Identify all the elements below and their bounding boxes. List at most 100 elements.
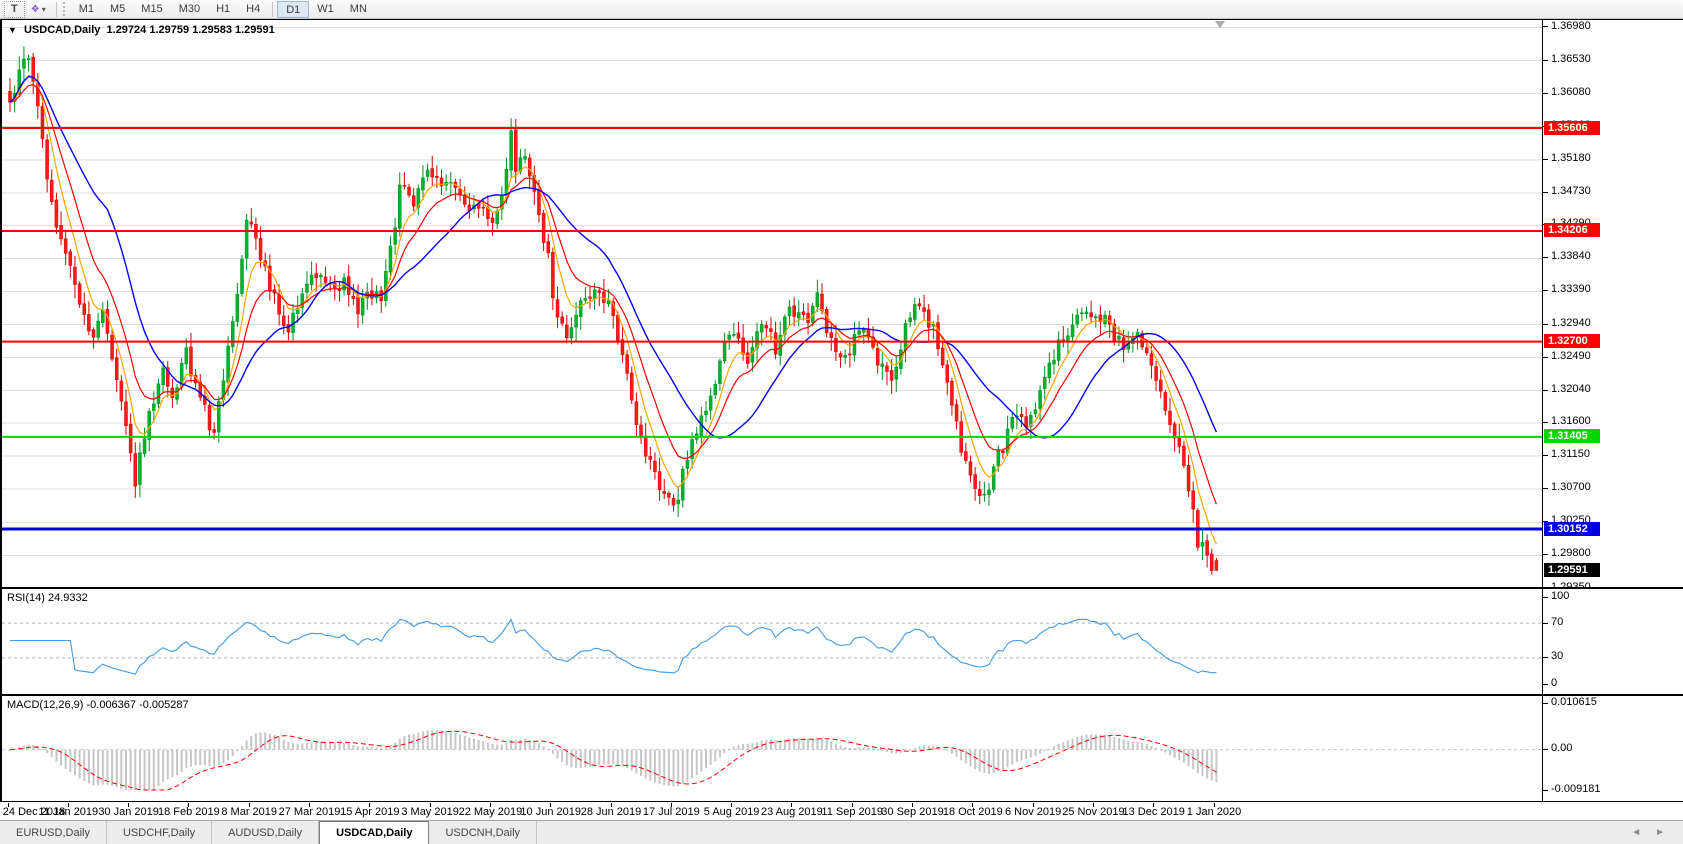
macd-histogram-bar [55, 749, 58, 762]
candle-body [922, 307, 926, 312]
time-axis[interactable]: 24 Dec 2018 11 Jan 2019 30 Jan 2019 18 Feb … [0, 803, 1683, 820]
candle-body [68, 251, 73, 266]
candle-body [402, 185, 407, 187]
tab-usdchf[interactable]: USDCHF,Daily [106, 821, 213, 844]
macd-histogram-bar [904, 749, 907, 752]
rsi-plot[interactable]: RSI(14) 24.9332 [0, 589, 1543, 694]
macd-histogram-bar [876, 749, 879, 751]
timeframe-button-h4[interactable]: H4 [246, 2, 261, 15]
candle-body [676, 499, 680, 505]
candle-body [203, 396, 207, 405]
candle-body [583, 298, 588, 301]
timeframe-bar: M1 M5 M15 M30 H1 H4 D1 W1 MN [71, 0, 375, 19]
candle-body [815, 292, 820, 307]
timeframe-button-m1[interactable]: M1 [78, 2, 94, 15]
tab-eurusd[interactable]: EURUSD,Daily [0, 821, 107, 844]
drawing-tools-button[interactable]: ❖ ▾ [25, 1, 52, 18]
level-price-flag: 1.31405 [1544, 429, 1600, 443]
macd-histogram-bar [774, 740, 777, 750]
candle-body [894, 366, 898, 380]
tab-scroll-left-icon[interactable]: ◄ [1631, 827, 1642, 838]
timeframe-button-mn[interactable]: MN [349, 2, 367, 15]
macd-histogram-bar [1173, 749, 1176, 758]
candle-body [648, 456, 653, 460]
macd-histogram-bar [1090, 734, 1093, 750]
candle-body [249, 221, 254, 225]
macd-histogram-bar [816, 738, 819, 750]
axis-tick [1543, 159, 1548, 160]
macd-histogram-bar [681, 749, 684, 785]
macd-histogram-bar [180, 749, 183, 772]
candle-body [1089, 312, 1093, 318]
candle-body [569, 327, 574, 339]
date-label: 25 Nov 2019 [1062, 806, 1125, 818]
macd-histogram-bar [366, 746, 369, 750]
collapse-triangle-icon[interactable]: ▼ [8, 25, 17, 35]
candle-body [59, 225, 63, 240]
macd-histogram-bar [672, 749, 675, 787]
macd-histogram-bar [570, 749, 573, 768]
candle-body [625, 354, 629, 374]
candle-body [235, 293, 240, 322]
macd-histogram-bar [630, 749, 633, 771]
macd-histogram-bar [844, 746, 847, 750]
macd-histogram-bar [370, 747, 373, 750]
rsi-label: RSI(14) 24.9332 [7, 592, 88, 604]
tab-usdcad[interactable]: USDCAD,Daily [319, 821, 430, 844]
candle-body [1200, 542, 1205, 547]
date-tick [128, 803, 129, 807]
macd-histogram-bar [111, 749, 114, 786]
tab-usdcnh[interactable]: USDCNH,Daily [429, 821, 538, 844]
macd-histogram-bar [705, 749, 707, 769]
macd-histogram-bar [556, 749, 559, 759]
rsi-value: 24.9332 [47, 592, 88, 604]
macd-histogram-bar [1076, 736, 1079, 750]
macd-histogram-bar [997, 749, 1000, 772]
date-tick [912, 803, 913, 807]
macd-plot[interactable]: MACD(12,26,9) -0.006367 -0.005287 [0, 696, 1543, 801]
macd-histogram-bar [746, 743, 749, 750]
candle-body [978, 489, 982, 496]
macd-histogram-bar [969, 749, 972, 767]
price-plot[interactable]: ▼ USDCAD,Daily 1.29724 1.29759 1.29583 1… [0, 20, 1543, 587]
price-tick-label: 1.33390 [1551, 283, 1591, 295]
tab-scroll-right-icon[interactable]: ► [1655, 827, 1665, 838]
candle-body [509, 130, 513, 171]
timeframe-button-m5[interactable]: M5 [110, 2, 126, 15]
macd-histogram-bar [1169, 749, 1171, 756]
candle-body [286, 324, 291, 333]
timeframe-button-m30[interactable]: M30 [178, 2, 201, 15]
macd-histogram-bar [231, 749, 234, 756]
candle-body [319, 274, 323, 278]
tab-audusd[interactable]: AUDUSD,Daily [212, 821, 320, 844]
candle-body [843, 355, 847, 358]
timeframe-button-h1[interactable]: H1 [216, 2, 231, 15]
text-cursor-tool-button[interactable]: T [4, 0, 25, 18]
macd-histogram-bar [343, 743, 346, 750]
macd-histogram-bar [69, 749, 72, 773]
timeframe-button-m15[interactable]: M15 [141, 2, 163, 15]
chart-shift-marker[interactable] [1215, 21, 1225, 28]
macd-histogram-bar [547, 749, 550, 751]
timeframe-button-w1[interactable]: W1 [317, 2, 334, 15]
candle-body [388, 245, 393, 273]
tab-scroll-arrows: ◄ ► [1631, 821, 1683, 844]
candle-body [1042, 376, 1047, 389]
macd-histogram-bar [189, 749, 192, 767]
macd-histogram-bar [1108, 735, 1111, 750]
macd-histogram-bar [686, 749, 689, 782]
axis-tick [1543, 554, 1548, 555]
timeframe-button-d1[interactable]: D1 [277, 0, 310, 18]
macd-histogram-bar [254, 733, 257, 750]
toolbar-grip[interactable] [62, 2, 67, 16]
toolbar-separator [55, 1, 57, 17]
candle-body [537, 189, 541, 215]
macd-histogram-bar [579, 749, 582, 768]
macd-histogram-bar [1210, 749, 1213, 781]
price-axis[interactable]: 1.369801.365301.360801.356301.351801.347… [1543, 20, 1683, 593]
axis-tick [1543, 488, 1548, 489]
candle-body [481, 206, 486, 209]
candle-body [954, 404, 959, 422]
macd-histogram-bar [551, 749, 554, 755]
candle-body [212, 429, 216, 433]
